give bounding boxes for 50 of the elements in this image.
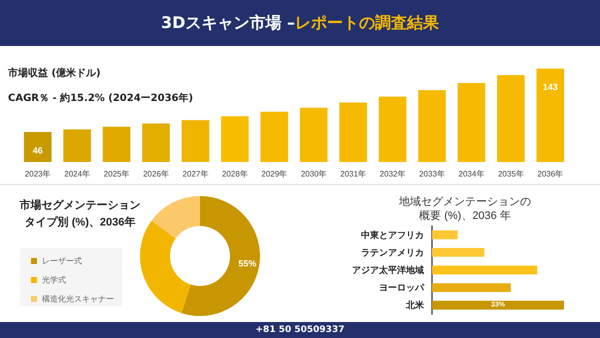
x-tick-label: 2024年 bbox=[64, 170, 90, 178]
bar bbox=[142, 123, 170, 162]
bar bbox=[432, 230, 458, 240]
text: 市場セグメンテーションタイプ別 (%)、2036年 bbox=[18, 198, 140, 228]
bar bbox=[432, 266, 538, 274]
bar bbox=[300, 108, 328, 162]
x-tick-label: 2028年 bbox=[222, 170, 248, 178]
y-tick-label: 中東とアフリカ bbox=[361, 230, 424, 240]
bar bbox=[339, 102, 367, 162]
x-tick-label: 2032年 bbox=[380, 170, 406, 178]
bar bbox=[378, 96, 406, 162]
y-axis-title: 市場収益 (億米ドル) bbox=[8, 66, 101, 80]
chart-title: 地域セグメンテーションの概要 (%)、2036 年 bbox=[398, 195, 531, 222]
bar bbox=[102, 126, 130, 162]
x-tick-label: 2033年 bbox=[419, 170, 445, 178]
text: +81 50 50509337 bbox=[0, 322, 600, 338]
bar bbox=[260, 112, 288, 162]
chart-title: 3Dスキャン市場 –レポートの調査結果 bbox=[161, 13, 439, 32]
x-tick-label: 2023年 bbox=[24, 170, 51, 178]
y-tick-label: ヨーロッパ bbox=[379, 282, 425, 293]
text: CAGR％ - 約15.2% (2024ー2036年) bbox=[8, 92, 194, 105]
x-tick-label: 2025年 bbox=[104, 170, 130, 178]
data-label: 143 bbox=[542, 82, 558, 92]
data-label: 46 bbox=[32, 145, 43, 156]
bar bbox=[432, 283, 511, 292]
y-tick-label: 北米 bbox=[405, 300, 425, 310]
x-tick-label: 2029年 bbox=[261, 170, 288, 178]
legend-label: 構造化光スキャナー bbox=[42, 294, 114, 304]
bar bbox=[497, 75, 525, 162]
legend-label: 光学式 bbox=[42, 276, 66, 284]
bar bbox=[221, 116, 249, 162]
y-tick-label: アジア太平洋地域 bbox=[352, 265, 424, 275]
bar bbox=[182, 120, 210, 162]
bar bbox=[458, 82, 486, 162]
x-tick-label: 2030年 bbox=[300, 170, 327, 178]
bar bbox=[432, 248, 484, 257]
y-tick-label: ラテンアメリカ bbox=[361, 247, 424, 258]
x-tick-label: 2036年 bbox=[537, 170, 564, 178]
bar bbox=[63, 129, 91, 162]
bar bbox=[418, 90, 446, 162]
x-tick-label: 2026年 bbox=[143, 170, 169, 178]
x-tick-label: 2034年 bbox=[458, 170, 484, 178]
x-tick-label: 2035年 bbox=[498, 170, 524, 178]
bar bbox=[536, 68, 564, 162]
x-tick-label: 2027年 bbox=[182, 170, 208, 178]
bar bbox=[24, 132, 52, 162]
legend-label: レーザー式 bbox=[42, 256, 82, 266]
data-label: 55% bbox=[238, 258, 256, 269]
x-tick-label: 2031年 bbox=[340, 170, 366, 178]
bar bbox=[432, 300, 564, 310]
